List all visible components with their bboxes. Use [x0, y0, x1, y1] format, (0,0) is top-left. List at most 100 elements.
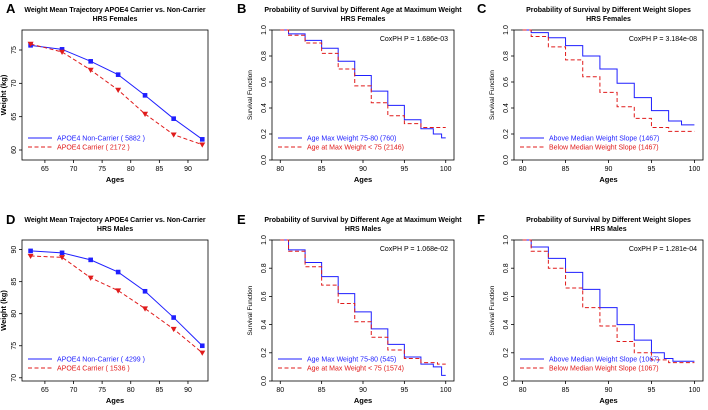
coxph-annotation: CoxPH P = 1.686e-03 [380, 36, 448, 43]
x-tick-label: 95 [400, 387, 408, 394]
data-point-square [59, 250, 65, 256]
x-tick-label: 90 [359, 387, 367, 394]
x-axis-label: Ages [599, 396, 617, 405]
y-tick-label: 0.6 [261, 291, 268, 301]
series-line-blue [280, 29, 446, 139]
y-tick-label: 0.0 [503, 376, 510, 386]
y-tick-label: 0.4 [503, 103, 510, 113]
series-line-blue [30, 44, 203, 140]
y-tick-label: 0.8 [261, 51, 268, 61]
x-tick-label: 70 [70, 387, 78, 394]
y-tick-label: 80 [11, 310, 18, 318]
panel-c: C Probability of Survival by Different We… [477, 1, 704, 184]
data-point-triangle [87, 275, 94, 281]
chart-title: Probability of Survival by Different Age… [264, 217, 462, 224]
data-point-triangle [170, 132, 177, 138]
plot-frame [21, 239, 209, 382]
series-line-blue [522, 29, 695, 126]
y-tick-label: 85 [11, 278, 18, 286]
x-tick-label: 95 [648, 166, 656, 173]
data-point-triangle [170, 326, 177, 333]
x-tick-label: 90 [359, 166, 367, 173]
data-point-triangle [59, 49, 66, 55]
x-tick-label: 90 [605, 387, 613, 394]
panel-b: B Probability of Survival by Different Ag… [237, 1, 462, 184]
y-tick-label: 0.4 [261, 103, 268, 113]
panel-a: A Weight Mean Trajectory APOE4 Carrier vs… [0, 1, 209, 184]
panel-letter: A [6, 1, 16, 16]
x-tick-label: 70 [70, 166, 78, 173]
x-tick-label: 85 [318, 387, 326, 394]
data-point-square [28, 248, 33, 254]
y-tick-label: 75 [11, 46, 18, 54]
data-point-triangle [27, 41, 34, 47]
x-tick-label: 85 [562, 166, 570, 173]
x-axis-label: Ages [354, 175, 372, 184]
x-tick-label: 65 [41, 166, 49, 173]
series-line-red [522, 29, 695, 132]
chart-title: Probability of Survival by Different Age… [264, 7, 462, 14]
y-tick-label: 1.0 [503, 235, 510, 245]
y-axis-label: Survival Function [247, 70, 254, 120]
legend-label: Age Max Weight 75-80 (545) [307, 357, 396, 364]
x-tick-label: 80 [519, 387, 527, 394]
chart-title: Weight Mean Trajectory APOE4 Carrier vs.… [24, 7, 206, 14]
y-axis-label: Survival Function [489, 70, 496, 120]
x-tick-label: 95 [400, 166, 408, 173]
y-tick-label: 70 [11, 374, 18, 382]
data-point-triangle [27, 253, 34, 260]
x-tick-label: 80 [276, 387, 284, 394]
y-tick-label: 1.0 [261, 235, 268, 245]
y-tick-label: 0.8 [503, 263, 510, 273]
y-tick-label: 0.6 [503, 77, 510, 87]
series-line-blue [30, 250, 203, 347]
chart-subtitle: HRS Males [345, 226, 381, 233]
coxph-annotation: CoxPH P = 1.281e-04 [629, 246, 697, 253]
y-tick-label: 0.0 [261, 155, 268, 165]
y-tick-label: 75 [11, 342, 18, 350]
x-tick-label: 90 [605, 166, 613, 173]
data-point-triangle [199, 350, 206, 356]
x-tick-label: 80 [276, 166, 284, 173]
legend-label: Below Median Weight Slope (1067) [549, 366, 659, 373]
data-point-square [171, 315, 176, 320]
panel-letter: C [477, 1, 487, 16]
x-tick-label: 90 [184, 166, 192, 173]
chart-title: Weight Mean Trajectory APOE4 Carrier vs.… [24, 217, 206, 224]
data-point-triangle [59, 255, 66, 261]
legend-label: Above Median Weight Slope (1067) [549, 357, 659, 364]
legend-label: APOE4 Non-Carrier ( 5882 ) [57, 136, 145, 143]
y-axis-label: Survival Function [247, 285, 254, 335]
legend-label: Age Max Weight 75-80 (760) [307, 136, 396, 143]
y-tick-label: 1.0 [503, 25, 510, 35]
y-tick-label: 90 [11, 246, 18, 254]
legend-label: Above Median Weight Slope (1467) [549, 136, 659, 143]
legend-label: Age at Max Weight < 75 (1574) [307, 366, 404, 373]
data-point-square [59, 47, 65, 52]
panel-letter: D [6, 212, 15, 227]
y-tick-label: 0.6 [503, 291, 510, 301]
data-point-square [115, 269, 121, 275]
legend-label: Age at Max Weight < 75 (2146) [307, 145, 404, 152]
x-tick-label: 65 [41, 387, 49, 394]
panel-letter: B [237, 1, 246, 16]
panel-letter: E [237, 212, 246, 227]
data-point-square [88, 257, 93, 263]
series-line-blue [522, 239, 695, 362]
x-tick-label: 100 [440, 387, 452, 394]
y-tick-label: 0.0 [503, 155, 510, 165]
data-point-triangle [87, 67, 94, 73]
chart-title: Probability of Survival by Different Wei… [526, 7, 691, 14]
x-axis-label: Ages [106, 175, 124, 184]
x-tick-label: 100 [689, 166, 701, 173]
x-tick-label: 85 [562, 387, 570, 394]
data-point-square [115, 72, 121, 77]
chart-subtitle: HRS Males [590, 226, 626, 233]
data-point-square [199, 137, 205, 142]
x-axis-label: Ages [354, 396, 372, 405]
x-tick-label: 100 [440, 166, 452, 173]
panel-letter: F [477, 212, 485, 227]
x-tick-label: 100 [689, 387, 701, 394]
y-tick-label: 0.6 [261, 77, 268, 87]
